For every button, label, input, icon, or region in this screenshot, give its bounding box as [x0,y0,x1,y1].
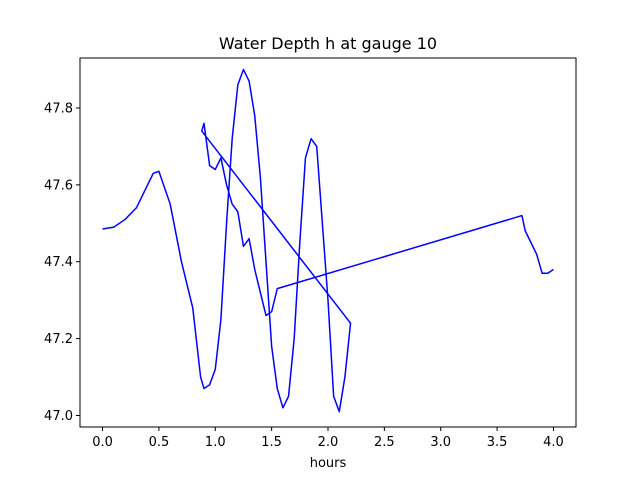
series-line-0 [102,68,554,413]
y-tick-label: 47.4 [44,255,73,270]
y-tick-label: 47.6 [44,178,73,193]
x-tick-label: 3.5 [487,435,508,450]
x-tick-label: 2.0 [318,435,339,450]
x-tick-label: 3.0 [430,435,451,450]
x-tick-label: 2.5 [374,435,395,450]
y-tick-label: 47.0 [44,409,73,424]
x-tick-label: 1.5 [261,435,282,450]
plot-area [102,68,554,413]
x-tick-label: 1.0 [205,435,226,450]
chart-title: Water Depth h at gauge 10 [219,34,437,53]
x-tick-label: 0.5 [149,435,170,450]
axis-ticks: 0.0 0.5 1.0 1.5 2.0 2.5 3.0 3.5 4.0 47.0 47.2 47.4 4… [44,101,564,450]
plot-frame [79,57,577,428]
x-axis-label: hours [310,456,347,471]
x-tick-label: 0.0 [92,435,113,450]
x-tick-label: 4.0 [543,435,564,450]
y-tick-label: 47.8 [44,101,73,116]
y-tick-label: 47.2 [44,332,73,347]
